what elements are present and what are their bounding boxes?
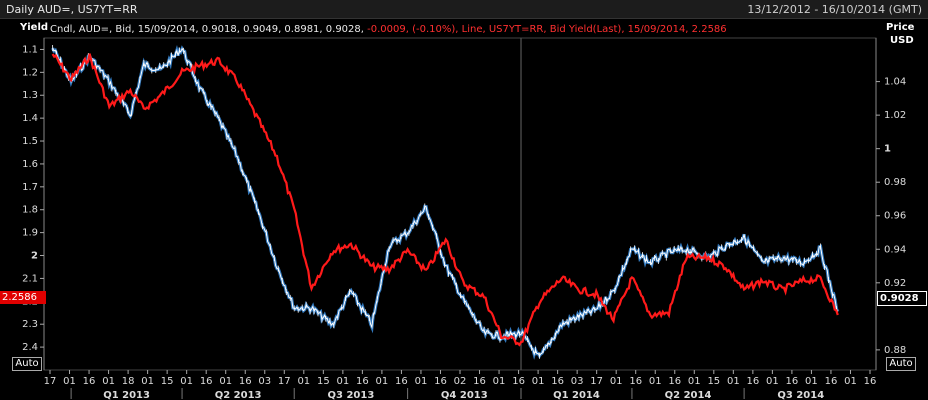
right-tick-label: 1.02 bbox=[884, 110, 906, 121]
x-tick-label: 18 bbox=[122, 376, 135, 387]
quarter-label: Q4 2013 bbox=[441, 390, 488, 400]
left-tick-label: 1.6 bbox=[22, 159, 38, 170]
right-axis-title-price: Price bbox=[886, 22, 915, 33]
x-tick-label: 16 bbox=[356, 376, 369, 387]
legend-yield-text: -0.0009, (-0.10%), Line, US7YT=RR, Bid Y… bbox=[367, 24, 727, 35]
x-tick-label: 16 bbox=[668, 376, 681, 387]
left-tick-label: 1.5 bbox=[22, 136, 38, 147]
x-tick-label: 16 bbox=[239, 376, 252, 387]
x-tick-label: 15 bbox=[317, 376, 330, 387]
x-tick-label: 16 bbox=[629, 376, 642, 387]
left-tick-label: 2 bbox=[31, 251, 38, 262]
x-tick-label: 01 bbox=[727, 376, 740, 387]
left-tick-label: 2.3 bbox=[22, 319, 38, 330]
x-tick-label: 15 bbox=[161, 376, 174, 387]
x-tick-label: 02 bbox=[454, 376, 467, 387]
x-tick-label: 15 bbox=[707, 376, 720, 387]
right-tick-label: 0.88 bbox=[884, 345, 906, 356]
x-tick-label: 01 bbox=[844, 376, 857, 387]
left-tick-label: 1.9 bbox=[22, 228, 38, 239]
x-tick-label: 01 bbox=[376, 376, 389, 387]
x-tick-label: 17 bbox=[44, 376, 57, 387]
x-tick-label: 16 bbox=[825, 376, 838, 387]
yield-line-series bbox=[51, 53, 839, 347]
x-tick-label: 01 bbox=[649, 376, 662, 387]
last-price-badge: 0.9028 bbox=[877, 291, 927, 306]
quarter-label: Q3 2013 bbox=[328, 390, 375, 400]
x-tick-label: 01 bbox=[180, 376, 193, 387]
left-tick-label: 1.1 bbox=[22, 44, 38, 55]
right-axis-title-usd: USD bbox=[890, 35, 914, 46]
chart-titlebar: Daily AUD=, US7YT=RR 13/12/2012 - 16/10/… bbox=[0, 0, 928, 19]
x-tick-label: 01 bbox=[336, 376, 349, 387]
x-tick-label: 01 bbox=[532, 376, 545, 387]
quarter-label: Q3 2014 bbox=[777, 390, 824, 400]
x-tick-label: 03 bbox=[258, 376, 271, 387]
quarter-label: Q1 2013 bbox=[103, 390, 150, 400]
x-tick-label: 16 bbox=[434, 376, 447, 387]
x-tick-label: 16 bbox=[746, 376, 759, 387]
left-tick-label: 1.8 bbox=[22, 205, 38, 216]
last-yield-badge: 2.2586 bbox=[0, 291, 46, 304]
chart-legend: Cndl, AUD=, Bid, 15/09/2014, 0.9018, 0.9… bbox=[50, 24, 727, 35]
x-tick-label: 03 bbox=[571, 376, 584, 387]
price-candle-series bbox=[52, 47, 839, 357]
price-trend-band bbox=[51, 44, 840, 360]
x-tick-label: 01 bbox=[102, 376, 115, 387]
x-tick-label: 16 bbox=[512, 376, 525, 387]
x-tick-label: 01 bbox=[141, 376, 154, 387]
left-tick-label: 1.7 bbox=[22, 182, 38, 193]
left-tick-label: 1.4 bbox=[22, 113, 38, 124]
chart-title: Daily AUD=, US7YT=RR bbox=[6, 3, 138, 16]
x-tick-label: 16 bbox=[200, 376, 213, 387]
x-tick-label: 16 bbox=[395, 376, 408, 387]
right-tick-label: 1 bbox=[884, 144, 891, 155]
x-tick-label: 16 bbox=[551, 376, 564, 387]
left-tick-label: 1.3 bbox=[22, 90, 38, 101]
x-tick-label: 17 bbox=[278, 376, 291, 387]
auto-scale-right-button[interactable]: Auto bbox=[886, 357, 916, 371]
x-tick-label: 01 bbox=[610, 376, 623, 387]
x-tick-label: 01 bbox=[297, 376, 310, 387]
x-tick-label: 16 bbox=[864, 376, 877, 387]
right-tick-label: 0.94 bbox=[884, 244, 906, 255]
x-tick-label: 01 bbox=[805, 376, 818, 387]
date-range: 13/12/2012 - 16/10/2014 (GMT) bbox=[747, 3, 922, 16]
right-tick-label: 0.98 bbox=[884, 177, 906, 188]
left-axis-title: Yield bbox=[20, 22, 49, 33]
quarter-label: Q2 2013 bbox=[215, 390, 262, 400]
auto-scale-left-button[interactable]: Auto bbox=[12, 357, 42, 371]
x-tick-label: 17 bbox=[590, 376, 603, 387]
left-tick-label: 2.1 bbox=[22, 273, 38, 284]
quarter-label: Q1 2014 bbox=[553, 390, 600, 400]
right-tick-label: 0.96 bbox=[884, 211, 906, 222]
right-tick-label: 0.92 bbox=[884, 278, 906, 289]
left-tick-label: 1.2 bbox=[22, 67, 38, 78]
x-tick-label: 16 bbox=[83, 376, 96, 387]
x-tick-label: 01 bbox=[493, 376, 506, 387]
x-tick-label: 16 bbox=[786, 376, 799, 387]
right-tick-label: 1.04 bbox=[884, 77, 906, 88]
x-tick-label: 16 bbox=[473, 376, 486, 387]
x-tick-label: 01 bbox=[766, 376, 779, 387]
x-tick-label: 01 bbox=[688, 376, 701, 387]
x-tick-label: 01 bbox=[415, 376, 428, 387]
quarter-label: Q2 2014 bbox=[665, 390, 712, 400]
left-tick-label: 2.4 bbox=[22, 342, 38, 353]
legend-price-text: Cndl, AUD=, Bid, 15/09/2014, 0.9018, 0.9… bbox=[50, 24, 364, 35]
x-tick-label: 01 bbox=[63, 376, 76, 387]
x-tick-label: 01 bbox=[219, 376, 232, 387]
